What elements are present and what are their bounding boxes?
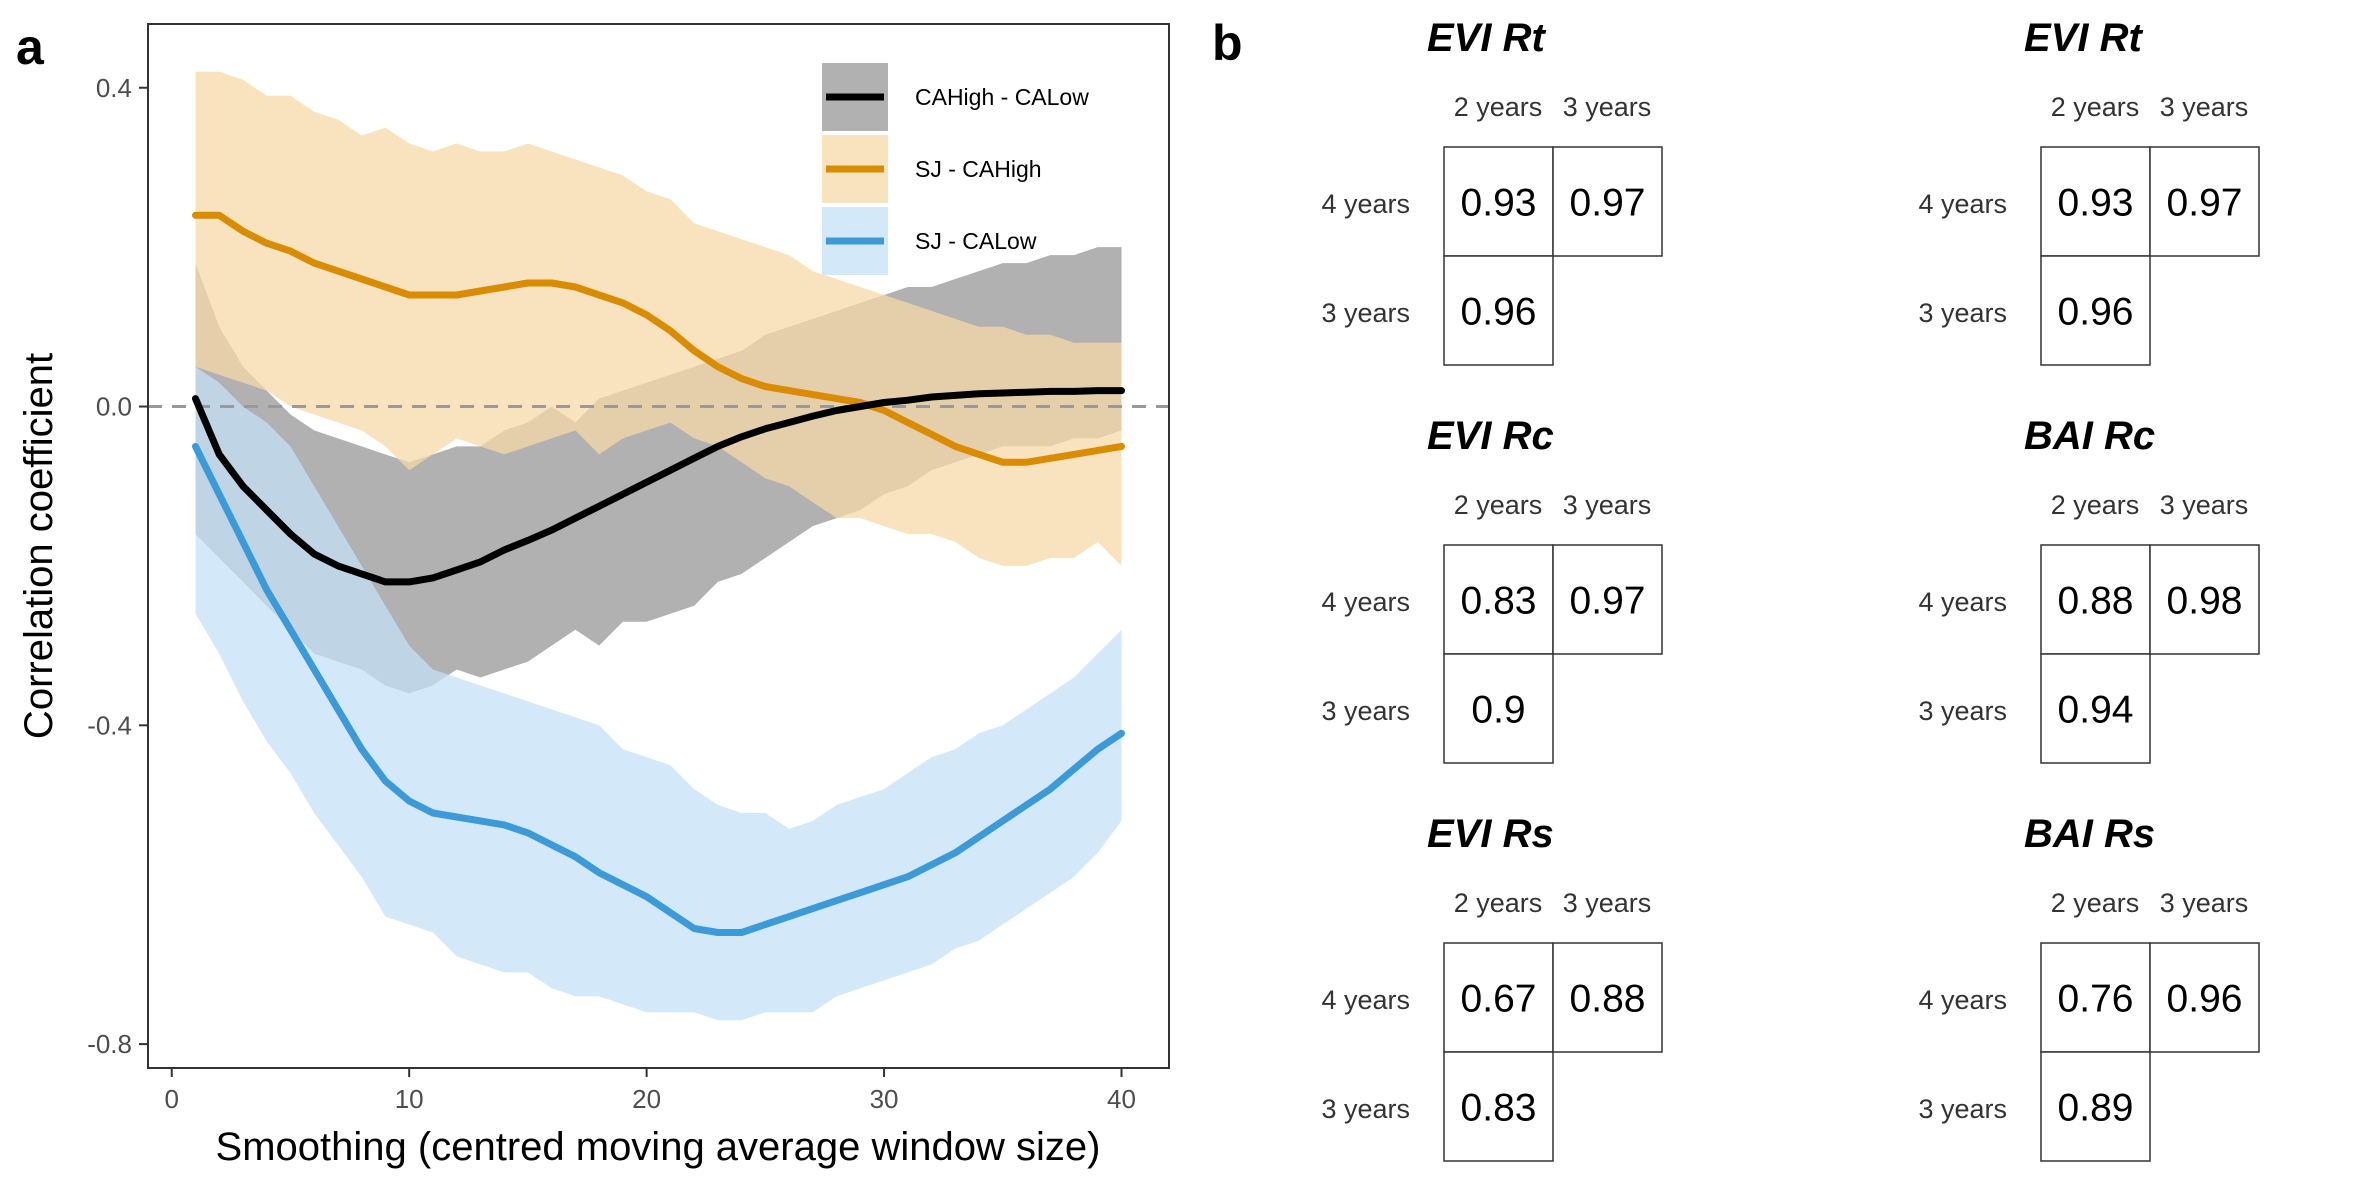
- line-sj-cahigh: [192, 211, 1125, 466]
- matrix-bai-rc: BAI Rc 2 years 3 years 4 years 3 years 0.88 0.…: [1918, 414, 2260, 764]
- x-axis-title: Smoothing (centred moving average window…: [216, 1125, 1101, 1169]
- matrix-cell-value: 0.9: [1471, 689, 1525, 732]
- band-sj-calow: [195, 366, 1122, 1021]
- legend-label-sj-cahigh: SJ - CAHigh: [915, 156, 1042, 182]
- series-lines: [192, 211, 1125, 936]
- matrix-cell: [2149, 146, 2260, 257]
- matrix-row-label: 3 years: [1321, 1094, 1410, 1124]
- x-tick-label: 10: [395, 1084, 424, 1114]
- matrix-cell: [2149, 544, 2260, 655]
- matrix-cell-value: 0.88: [1570, 978, 1646, 1021]
- y-tick-label: -0.8: [87, 1029, 132, 1059]
- line-sj-calow: [192, 442, 1125, 936]
- matrix-col-label: 3 years: [2160, 490, 2249, 520]
- matrix-title: BAI Rc: [2024, 414, 2155, 458]
- y-axis-title: Correlation coefficient: [17, 353, 61, 739]
- y-axis-ticks: 0.4 0.0 -0.4 -0.8: [87, 73, 148, 1059]
- matrix-title: EVI Rt: [2024, 16, 2143, 60]
- matrix-cell-value: 0.67: [1461, 978, 1537, 1021]
- matrix-cell: [2149, 942, 2260, 1053]
- matrix-evi-rt: EVI Rt 2 years 3 years 4 years 3 years 0.93 0.…: [1918, 16, 2260, 366]
- matrix-row-label: 4 years: [1918, 985, 2007, 1015]
- matrix-col-label: 2 years: [2051, 490, 2140, 520]
- matrix-cell: [2040, 942, 2151, 1053]
- matrix-cell: [1552, 942, 1663, 1053]
- matrix-cell-value: 0.93: [2058, 182, 2134, 225]
- matrix-cell-value: 0.76: [2058, 978, 2134, 1021]
- matrix-col-label: 3 years: [1563, 92, 1652, 122]
- matrix-title: EVI Rs: [1427, 812, 1554, 856]
- matrix-row-label: 3 years: [1321, 696, 1410, 726]
- matrix-col-label: 2 years: [1454, 92, 1543, 122]
- matrix-cell-value: 0.83: [1461, 580, 1537, 623]
- correlation-matrices: EVI Rt 2 years 3 years 4 years 3 years 0.93 0.…: [1321, 16, 2260, 1162]
- y-tick-label: 0.0: [96, 392, 132, 422]
- x-axis-ticks: 0 10 20 30 40: [165, 1068, 1136, 1114]
- correlation-plot: 0 10 20 30 40 0.4 0.0 -0.4 -0.8 Smoothing (cent…: [17, 23, 1170, 1169]
- matrix-title: EVI Rc: [1427, 414, 1554, 458]
- x-tick-label: 40: [1107, 1084, 1136, 1114]
- matrix-cell-value: 0.88: [2058, 580, 2134, 623]
- panel-b-letter: b: [1212, 15, 1243, 71]
- matrix-cell-value: 0.89: [2058, 1087, 2134, 1130]
- matrix-cell-value: 0.93: [1461, 182, 1537, 225]
- matrix-cell: [1443, 653, 1554, 764]
- matrix-evi-rc: EVI Rc 2 years 3 years 4 years 3 years 0.83 0.…: [1321, 414, 1663, 764]
- matrix-evi-rt: EVI Rt 2 years 3 years 4 years 3 years 0.93 0.…: [1321, 16, 1663, 366]
- matrix-cell-value: 0.96: [2167, 978, 2243, 1021]
- matrix-cell: [1443, 1051, 1554, 1162]
- matrix-evi-rs: EVI Rs 2 years 3 years 4 years 3 years 0.67 0.…: [1321, 812, 1663, 1162]
- matrix-col-label: 3 years: [2160, 92, 2249, 122]
- legend-label-sj-calow: SJ - CALow: [915, 228, 1037, 254]
- matrix-col-label: 3 years: [1563, 490, 1652, 520]
- matrix-row-label: 3 years: [1918, 298, 2007, 328]
- matrix-bai-rs: BAI Rs 2 years 3 years 4 years 3 years 0.76 0.…: [1918, 812, 2260, 1162]
- matrix-cell-value: 0.97: [1570, 580, 1646, 623]
- matrix-cell: [1443, 942, 1554, 1053]
- matrix-row-label: 3 years: [1918, 696, 2007, 726]
- matrix-row-label: 4 years: [1321, 189, 1410, 219]
- legend-label-cahigh-calow: CAHigh - CALow: [915, 84, 1089, 110]
- matrix-row-label: 3 years: [1918, 1094, 2007, 1124]
- x-tick-label: 20: [632, 1084, 661, 1114]
- matrix-cell: [1443, 255, 1554, 366]
- matrix-col-label: 3 years: [2160, 888, 2249, 918]
- matrix-title: BAI Rs: [2024, 812, 2155, 856]
- matrix-cell-value: 0.97: [1570, 182, 1646, 225]
- matrix-cell: [1552, 146, 1663, 257]
- plot-frame: [147, 23, 1170, 1069]
- matrix-cell-value: 0.97: [2167, 182, 2243, 225]
- y-tick-label: -0.4: [87, 710, 132, 740]
- matrix-cell: [2040, 1051, 2151, 1162]
- matrix-cell-value: 0.96: [1461, 291, 1537, 334]
- matrix-cell: [1552, 544, 1663, 655]
- matrix-cell-value: 0.96: [2058, 291, 2134, 334]
- matrix-cell: [2040, 653, 2151, 764]
- matrix-row-label: 4 years: [1918, 587, 2007, 617]
- y-tick-label: 0.4: [96, 73, 132, 103]
- matrix-col-label: 3 years: [1563, 888, 1652, 918]
- matrix-cell-value: 0.98: [2167, 580, 2243, 623]
- matrix-cell: [1443, 544, 1554, 655]
- matrix-row-label: 4 years: [1918, 189, 2007, 219]
- panel-a-letter: a: [16, 19, 45, 75]
- matrix-title: EVI Rt: [1427, 16, 1546, 60]
- matrix-cell: [2040, 255, 2151, 366]
- x-tick-label: 30: [870, 1084, 899, 1114]
- matrix-col-label: 2 years: [1454, 490, 1543, 520]
- matrix-col-label: 2 years: [2051, 888, 2140, 918]
- matrix-row-label: 4 years: [1321, 587, 1410, 617]
- line-cahigh-calow: [192, 387, 1125, 586]
- x-tick-label: 0: [165, 1084, 179, 1114]
- matrix-row-label: 3 years: [1321, 298, 1410, 328]
- matrix-cell-value: 0.83: [1461, 1087, 1537, 1130]
- ci-bands: [195, 71, 1122, 1021]
- matrix-row-label: 4 years: [1321, 985, 1410, 1015]
- legend: CAHigh - CALow SJ - CAHigh SJ - CALow: [822, 63, 1089, 275]
- matrix-cell-value: 0.94: [2058, 689, 2134, 732]
- matrix-col-label: 2 years: [2051, 92, 2140, 122]
- matrix-col-label: 2 years: [1454, 888, 1543, 918]
